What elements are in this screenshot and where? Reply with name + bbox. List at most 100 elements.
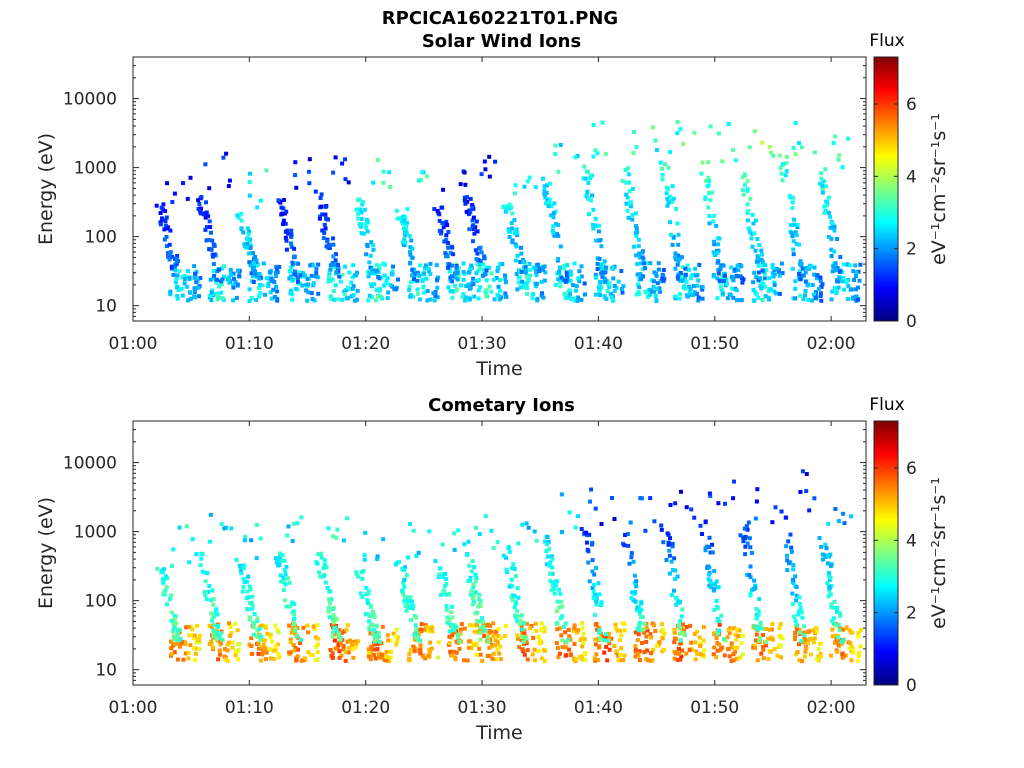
heatmap-cell	[471, 585, 476, 590]
heatmap-cell	[659, 622, 664, 627]
heatmap-cell	[582, 652, 587, 656]
heatmap-cell	[283, 572, 288, 577]
heatmap-cell	[292, 612, 297, 617]
heatmap-cell	[788, 223, 793, 228]
heatmap-cell	[566, 637, 571, 642]
heatmap-cell	[484, 278, 489, 283]
heatmap-cell	[532, 529, 537, 534]
heatmap-cell	[261, 642, 266, 647]
heatmap-cell	[754, 616, 759, 621]
heatmap-cell	[593, 275, 598, 280]
heatmap-cell	[192, 295, 197, 300]
heatmap-cell	[706, 160, 710, 165]
heatmap-cell	[326, 274, 331, 279]
heatmap-cell	[417, 297, 422, 302]
heatmap-cell	[430, 629, 435, 634]
heatmap-cell	[290, 539, 295, 543]
heatmap-cell	[596, 658, 601, 662]
heatmap-cell	[297, 270, 302, 275]
heatmap-cell	[355, 297, 359, 302]
heatmap-cell	[169, 639, 173, 644]
heatmap-cell	[374, 638, 379, 643]
heatmap-cell	[534, 628, 539, 633]
heatmap-cell	[835, 609, 840, 614]
heatmap-cell	[334, 269, 339, 274]
heatmap-cell	[683, 633, 688, 638]
heatmap-cell	[255, 616, 260, 621]
heatmap-cell	[750, 231, 755, 236]
heatmap-cell	[186, 625, 191, 629]
burst	[699, 122, 746, 303]
heatmap-cell	[738, 655, 742, 660]
heatmap-cell	[828, 552, 833, 557]
heatmap-cell	[330, 634, 335, 639]
heatmap-cell	[321, 236, 326, 241]
heatmap-cell	[192, 633, 197, 638]
heatmap-cell	[792, 222, 797, 227]
burst	[276, 157, 321, 303]
heatmap-cell	[388, 184, 393, 189]
heatmap-cell	[579, 527, 584, 531]
heatmap-cell	[835, 237, 840, 241]
heatmap-cell	[436, 640, 441, 645]
heatmap-cell	[649, 651, 653, 656]
heatmap-cell	[649, 635, 654, 640]
heatmap-cell	[370, 609, 375, 614]
heatmap-cell	[170, 200, 175, 204]
heatmap-cell	[704, 178, 708, 183]
x-tick-label: 01:30	[458, 334, 507, 354]
heatmap-cell	[835, 278, 840, 283]
heatmap-cell	[564, 639, 569, 644]
heatmap-cell	[539, 280, 544, 284]
heatmap-cell	[458, 631, 463, 636]
heatmap-cell	[207, 186, 212, 191]
heatmap-cell	[331, 630, 336, 635]
heatmap-cell	[790, 591, 795, 596]
heatmap-cell	[255, 619, 260, 623]
heatmap-cell	[801, 297, 806, 302]
panels: 01:00 01:10 01:20 01:30 01:40 01:50 02:00Time1…	[35, 31, 950, 744]
heatmap-cell	[498, 288, 503, 293]
heatmap-cell	[244, 579, 249, 584]
heatmap-cell	[338, 637, 343, 642]
heatmap-cell	[653, 294, 658, 298]
heatmap-cell	[209, 247, 214, 252]
heatmap-cell	[461, 270, 466, 275]
heatmap-cell	[174, 621, 179, 626]
panel-title: Solar Wind Ions	[422, 31, 581, 52]
heatmap-cell	[275, 627, 280, 632]
heatmap-cell	[614, 649, 619, 654]
heatmap-cell	[472, 294, 477, 299]
heatmap-cell	[359, 216, 364, 221]
heatmap-cell	[319, 551, 324, 556]
heatmap-cell	[717, 236, 722, 241]
heatmap-cell	[740, 188, 745, 192]
heatmap-cell	[365, 229, 370, 234]
heatmap-cell	[200, 569, 205, 574]
heatmap-cell	[729, 659, 734, 663]
heatmap-cell	[251, 620, 256, 625]
heatmap-cell	[478, 637, 483, 642]
heatmap-cell	[313, 189, 318, 194]
heatmap-cell	[381, 537, 386, 542]
heatmap-cell	[187, 275, 192, 280]
heatmap-cell	[706, 577, 711, 582]
heatmap-cell	[590, 558, 595, 563]
heatmap-cell	[599, 266, 604, 271]
heatmap-cell	[849, 287, 854, 292]
heatmap-cell	[530, 296, 535, 301]
heatmap-cell	[585, 533, 590, 538]
heatmap-cell	[409, 618, 414, 623]
heatmap-cell	[292, 254, 297, 259]
heatmap-cell	[225, 642, 230, 647]
heatmap-cell	[665, 196, 670, 201]
heatmap-cell	[293, 272, 298, 277]
heatmap-cell	[828, 225, 833, 230]
heatmap-cell	[203, 227, 208, 232]
heatmap-cell	[618, 638, 623, 643]
heatmap-cell	[498, 636, 503, 640]
heatmap-cell	[595, 627, 600, 632]
heatmap-cell	[597, 256, 602, 261]
heatmap-cell	[495, 647, 500, 652]
heatmap-cell	[425, 626, 430, 631]
